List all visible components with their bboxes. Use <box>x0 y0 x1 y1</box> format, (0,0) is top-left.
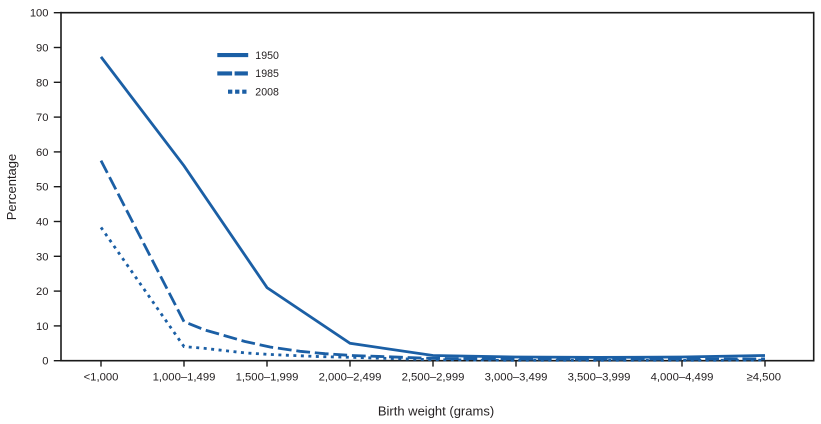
svg-text:3,500–3,999: 3,500–3,999 <box>568 371 631 383</box>
svg-text:1950: 1950 <box>255 50 279 62</box>
svg-text:Percentage: Percentage <box>4 154 19 221</box>
svg-text:4,000–4,499: 4,000–4,499 <box>651 371 714 383</box>
svg-text:1,000–1,499: 1,000–1,499 <box>153 371 216 383</box>
svg-text:20: 20 <box>36 286 48 298</box>
svg-text:30: 30 <box>36 251 48 263</box>
svg-text:1985: 1985 <box>255 68 279 80</box>
svg-text:3,000–3,499: 3,000–3,499 <box>485 371 548 383</box>
svg-text:2008: 2008 <box>255 87 279 99</box>
svg-text:60: 60 <box>36 147 48 159</box>
svg-text:0: 0 <box>42 356 48 368</box>
svg-text:50: 50 <box>36 182 48 194</box>
svg-text:100: 100 <box>30 8 49 20</box>
svg-text:40: 40 <box>36 217 48 229</box>
svg-text:90: 90 <box>36 43 48 55</box>
svg-text:2,500–2,999: 2,500–2,999 <box>402 371 465 383</box>
svg-text:Birth weight (grams): Birth weight (grams) <box>378 403 494 418</box>
svg-text:<1,000: <1,000 <box>84 371 119 383</box>
svg-text:2,000–2,499: 2,000–2,499 <box>319 371 382 383</box>
svg-text:70: 70 <box>36 112 48 124</box>
svg-text:80: 80 <box>36 77 48 89</box>
svg-text:≥4,500: ≥4,500 <box>747 371 781 383</box>
svg-text:1,500–1,999: 1,500–1,999 <box>236 371 299 383</box>
svg-text:10: 10 <box>36 321 48 333</box>
